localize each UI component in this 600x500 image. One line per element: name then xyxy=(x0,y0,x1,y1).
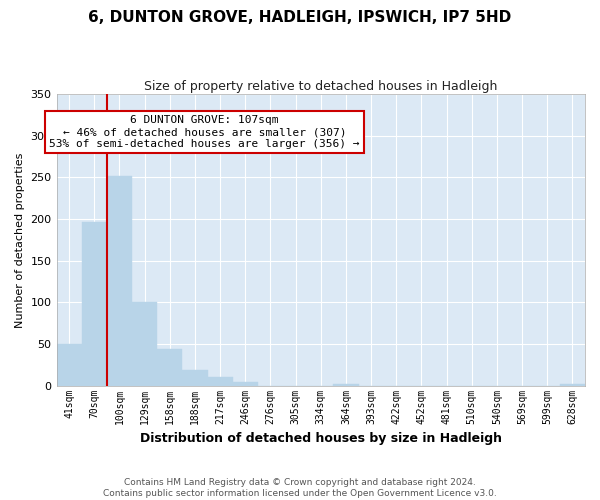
Title: Size of property relative to detached houses in Hadleigh: Size of property relative to detached ho… xyxy=(144,80,497,93)
Text: 6, DUNTON GROVE, HADLEIGH, IPSWICH, IP7 5HD: 6, DUNTON GROVE, HADLEIGH, IPSWICH, IP7 … xyxy=(88,10,512,25)
X-axis label: Distribution of detached houses by size in Hadleigh: Distribution of detached houses by size … xyxy=(140,432,502,445)
Bar xyxy=(208,378,233,386)
Bar xyxy=(157,349,182,386)
Bar xyxy=(182,370,208,386)
Bar xyxy=(334,384,359,386)
Bar xyxy=(107,176,132,386)
Bar xyxy=(233,382,258,386)
Bar xyxy=(560,384,585,386)
Text: 6 DUNTON GROVE: 107sqm
← 46% of detached houses are smaller (307)
53% of semi-de: 6 DUNTON GROVE: 107sqm ← 46% of detached… xyxy=(49,116,360,148)
Y-axis label: Number of detached properties: Number of detached properties xyxy=(15,152,25,328)
Bar xyxy=(56,344,82,386)
Bar xyxy=(132,302,157,386)
Text: Contains HM Land Registry data © Crown copyright and database right 2024.
Contai: Contains HM Land Registry data © Crown c… xyxy=(103,478,497,498)
Bar xyxy=(82,222,107,386)
